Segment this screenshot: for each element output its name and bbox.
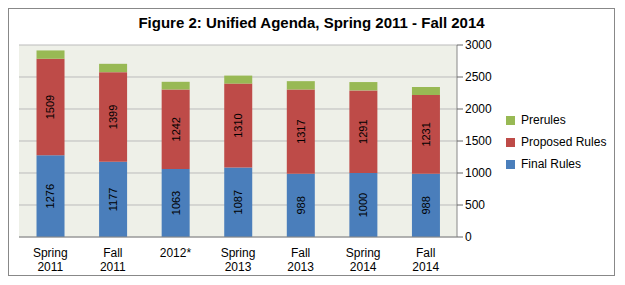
svg-text:1399: 1399: [107, 105, 119, 129]
svg-text:Spring2013: Spring2013: [221, 246, 256, 273]
svg-text:2000: 2000: [465, 102, 492, 116]
svg-text:Fall2011: Fall2011: [100, 246, 126, 273]
html-text:Prerules: Prerules: [521, 113, 566, 127]
svg-text:988: 988: [420, 196, 432, 214]
svg-text:1500: 1500: [465, 134, 492, 148]
svg-text:500: 500: [465, 198, 485, 212]
svg-text:1087: 1087: [232, 190, 244, 214]
svg-text:Spring2011: Spring2011: [33, 246, 68, 273]
svg-text:1177: 1177: [107, 188, 119, 212]
html-text:Proposed Rules: Proposed Rules: [521, 135, 607, 149]
svg-text:1317: 1317: [295, 119, 307, 143]
svg-text:Spring2014: Spring2014: [346, 246, 381, 273]
svg-text:Fall2013: Fall2013: [287, 246, 314, 273]
svg-text:1000: 1000: [465, 166, 492, 180]
svg-text:988: 988: [295, 196, 307, 214]
svg-text:2012*: 2012*: [160, 246, 192, 260]
svg-text:0: 0: [465, 230, 472, 244]
svg-text:1063: 1063: [170, 191, 182, 215]
svg-text:1310: 1310: [232, 113, 244, 137]
svg-text:1242: 1242: [170, 117, 182, 141]
svg-text:Fall2014: Fall2014: [412, 246, 439, 273]
svg-text:1509: 1509: [44, 95, 56, 119]
svg-text:1276: 1276: [44, 184, 56, 208]
svg-text:2500: 2500: [465, 70, 492, 84]
svg-text:1231: 1231: [420, 122, 432, 146]
html-text:Figure 2: Unified Agenda, Spri: Figure 2: Unified Agenda, Spring 2011 - …: [138, 14, 485, 31]
html-text:Final Rules: Final Rules: [521, 157, 581, 171]
svg-text:1291: 1291: [357, 119, 369, 143]
svg-text:3000: 3000: [465, 38, 492, 52]
svg-text:1000: 1000: [357, 193, 369, 217]
